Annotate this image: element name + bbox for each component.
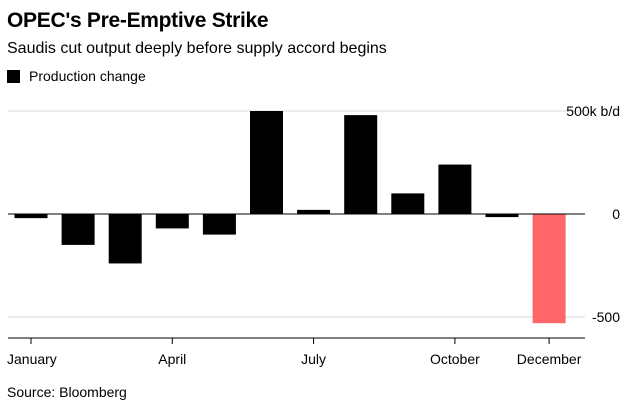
y-tick-label: 0 (612, 206, 620, 222)
legend-label: Production change (29, 68, 146, 84)
bar-oct (438, 164, 472, 214)
source-note: Source: Bloomberg (7, 384, 127, 400)
bar-nov (485, 214, 519, 218)
bar-jun (250, 111, 283, 214)
x-tick-label: December (517, 351, 582, 367)
x-tick-labels: January April July October December (7, 338, 582, 367)
x-axis (8, 213, 585, 339)
y-tick-labels: 500k b/d 0 -500 (566, 103, 620, 325)
x-tick-label: January (7, 351, 57, 367)
grid-lines (8, 110, 585, 318)
y-tick-label: -500 (592, 309, 620, 325)
bar-may (202, 214, 236, 235)
chart-title: OPEC's Pre-Emptive Strike (7, 9, 269, 32)
bar-jan (14, 214, 48, 219)
legend: Production change (7, 68, 146, 84)
bar-mar (108, 214, 142, 264)
bar-dec (532, 214, 566, 324)
bar-feb (61, 214, 95, 245)
chart-subtitle: Saudis cut output deeply before supply a… (7, 40, 387, 57)
bar-jul (297, 209, 331, 214)
bar-apr (155, 214, 189, 229)
bar-sep (391, 193, 425, 214)
bars (14, 111, 566, 324)
y-tick-label: 500k b/d (566, 103, 620, 119)
bar-aug (344, 115, 378, 214)
x-tick-label: April (158, 351, 186, 367)
x-tick-label: October (430, 351, 480, 367)
legend-swatch (7, 69, 20, 83)
x-tick-label: July (301, 351, 326, 367)
